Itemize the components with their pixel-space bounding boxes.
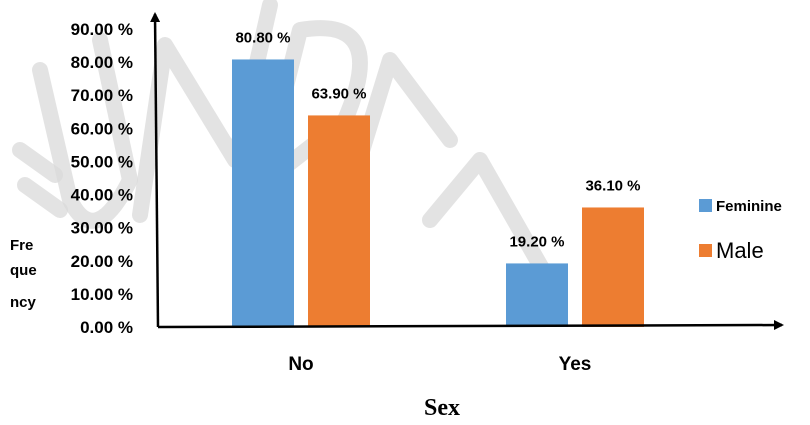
y-tick-label: 30.00 % (71, 219, 133, 238)
bar-male-no (308, 115, 370, 327)
y-tick-label: 60.00 % (71, 119, 133, 138)
legend-label-feminine: Feminine (716, 198, 782, 215)
y-tick-label: 20.00 % (71, 252, 133, 271)
legend-label-male: Male (716, 238, 764, 263)
data-labels: 80.80 % 19.20 % 63.90 % 36.10 % (235, 29, 640, 250)
y-tick-label: 90.00 % (71, 20, 133, 39)
bars (232, 59, 644, 328)
y-tick-label: 80.00 % (71, 53, 133, 72)
y-tick-label: 40.00 % (71, 186, 133, 205)
y-axis-line (150, 12, 161, 328)
y-axis-label: Fre que ncy (10, 237, 37, 311)
x-axis-category-labels: No Yes (288, 354, 591, 375)
y-axis-label-line: ncy (10, 294, 37, 311)
x-axis-line (157, 320, 784, 331)
data-label: 63.90 % (311, 85, 366, 102)
legend: Feminine Male (699, 198, 782, 263)
data-label: 19.20 % (509, 233, 564, 250)
data-label: 36.10 % (585, 177, 640, 194)
bar-feminine-no (232, 59, 294, 328)
category-label-no: No (288, 354, 313, 375)
y-tick-label: 50.00 % (71, 152, 133, 171)
y-axis-label-line: Fre (10, 237, 33, 254)
legend-item-feminine: Feminine (699, 198, 782, 215)
legend-item-male: Male (699, 238, 764, 263)
bar-male-yes (582, 207, 644, 327)
y-tick-label: 70.00 % (71, 86, 133, 105)
data-label: 80.80 % (235, 29, 290, 46)
y-tick-label: 0.00 % (80, 318, 133, 337)
y-axis-ticks: 0.00 % 10.00 % 20.00 % 30.00 % 40.00 % 50.00 … (71, 20, 133, 337)
bar-feminine-yes (506, 263, 568, 327)
y-tick-label: 10.00 % (71, 285, 133, 304)
legend-swatch-male (699, 244, 712, 257)
legend-swatch-feminine (699, 199, 712, 212)
x-axis-title: Sex (424, 395, 460, 421)
y-axis-label-line: que (10, 262, 37, 279)
category-label-yes: Yes (559, 354, 592, 375)
